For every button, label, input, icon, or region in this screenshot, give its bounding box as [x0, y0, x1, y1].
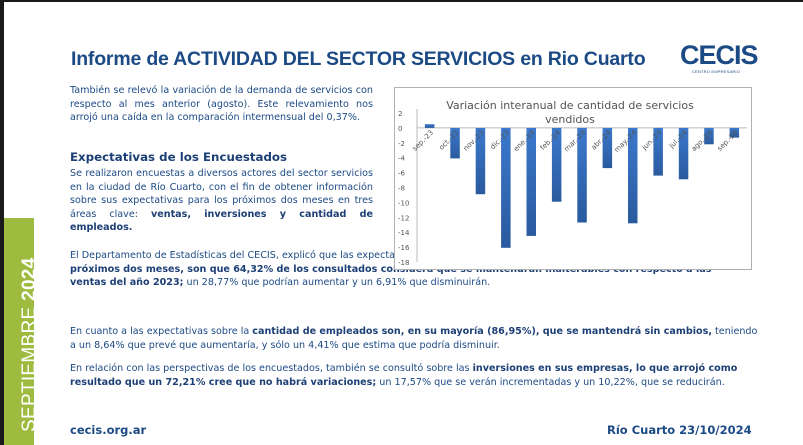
y-tick-label: -4 [398, 155, 406, 163]
p3-bold: cantidad de empleados son, en su mayoría… [252, 326, 712, 337]
p1-text: Se realizaron encuestas a diversos actor… [70, 168, 373, 220]
p4-bold: inversiones en sus empresas, lo que arro… [70, 363, 738, 388]
section-heading: Expectativas de los Encuestados [70, 150, 288, 164]
cecis-logo: CECIS CENTRO EMPRESARIO [680, 40, 759, 76]
y-tick-label: -14 [398, 229, 410, 237]
bar-abr.-24 [602, 127, 613, 169]
p2-text-b: un 28,77% que podrían aumentar y un 6,91… [183, 277, 491, 289]
side-year: 2024 [19, 257, 40, 301]
bar-ene.-24 [526, 127, 536, 236]
y-tick-label: -18 [398, 259, 409, 267]
y-tick-label: -6 [398, 170, 406, 178]
y-tick-label: -16 [398, 244, 410, 252]
bar-chart: Variación interanual de cantidad de serv… [398, 99, 747, 267]
top-border [0, 0, 803, 2]
paragraph-employees: En cuanto a las expectativas sobre la ca… [70, 325, 760, 352]
bar-jul.-24 [678, 127, 689, 180]
paragraph-survey: Se realizaron encuestas a diversos actor… [70, 167, 373, 235]
y-tick-label: -8 [398, 185, 405, 193]
p2-text-a: El Departamento de Estadísticas del CECI… [70, 250, 640, 261]
bar-ago.-24 [704, 127, 714, 145]
side-band [4, 218, 34, 445]
y-tick-label: 2 [398, 110, 402, 118]
chart-title-line-1: Variación interanual de cantidad de serv… [446, 99, 694, 112]
y-tick-label: 0 [398, 125, 402, 133]
p4-text-b: un 17,57% que se verán incrementadas y u… [376, 376, 725, 388]
bar-dic.-23 [501, 127, 511, 248]
y-tick-label: -10 [398, 199, 409, 207]
p3-text-a: En cuanto a las expectativas sobre la [70, 326, 253, 337]
intro-text: También se relevó la variación de la dem… [70, 85, 373, 124]
bar-oct.-23 [450, 127, 460, 159]
y-tick-label: -2 [398, 140, 405, 148]
bar-mar.-24 [577, 127, 587, 223]
bar-sep.-23 [424, 124, 435, 128]
logo-text: CECIS [680, 40, 759, 70]
x-tick-label: sep.-23 [411, 129, 435, 153]
intro-paragraph: También se relevó la variación de la dem… [70, 84, 373, 125]
y-tick-label: -12 [398, 214, 409, 222]
bar-feb.-24 [551, 127, 562, 202]
bar-jun.-24 [653, 127, 663, 176]
chart-container: Variación interanual de cantidad de serv… [394, 87, 752, 270]
page-title: Informe de ACTIVIDAD DEL SECTOR SERVICIO… [71, 48, 646, 70]
place-date: Río Cuarto 23/10/2024 [607, 423, 752, 437]
website-link[interactable]: cecis.org.ar [70, 423, 147, 437]
p3-text-b: teniendo a un 8,64% que prevé que aument… [70, 326, 758, 351]
x-tick-label: sep.-24 [716, 128, 740, 152]
logo-subtext: CENTRO EMPRESARIO [691, 69, 741, 74]
bar-may.-24 [628, 127, 638, 224]
bar-sep.-24 [729, 127, 740, 138]
p1-bold: ventas, inversiones y cantidad de emplea… [70, 208, 373, 234]
p4-text-a: En relación con las perspectivas de los … [70, 363, 473, 374]
left-border [0, 0, 4, 445]
bar-nov.-23 [475, 127, 486, 195]
side-month: SEPTIEMBRE [19, 306, 40, 432]
side-period-label: SEPTIEMBRE 2024 [19, 257, 41, 432]
paragraph-investments: En relación con las perspectivas de los … [70, 362, 760, 389]
chart-title-line-2: vendidos [545, 113, 595, 126]
